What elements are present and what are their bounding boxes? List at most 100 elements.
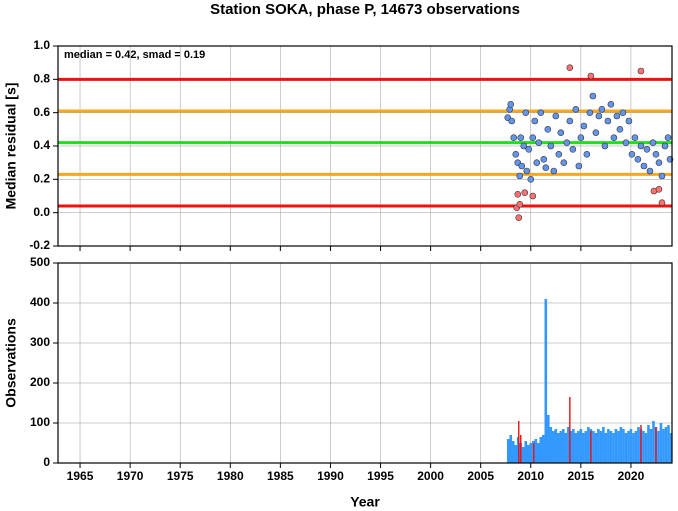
point <box>520 142 528 150</box>
bar <box>587 427 590 463</box>
point <box>583 151 591 158</box>
point <box>658 172 666 180</box>
y-tick-label: 0.0 <box>33 205 50 219</box>
x-tick-label: 2015 <box>568 469 595 483</box>
point <box>655 159 663 166</box>
x-tick-label: 2020 <box>618 469 645 483</box>
point <box>616 126 624 133</box>
bar <box>640 425 642 463</box>
point <box>580 122 588 130</box>
point <box>589 92 597 100</box>
x-axis-label: Year <box>350 494 380 510</box>
bar <box>637 427 640 463</box>
point <box>529 192 537 200</box>
point <box>598 106 606 113</box>
point <box>613 112 621 120</box>
point <box>533 159 541 166</box>
y-tick-label: 0 <box>43 455 50 469</box>
bar <box>520 435 522 463</box>
point <box>634 156 642 163</box>
bar <box>526 445 530 463</box>
bar <box>534 439 538 463</box>
point <box>625 117 633 125</box>
bar <box>655 427 657 463</box>
point <box>595 112 603 120</box>
point <box>575 162 583 170</box>
x-tick-label: 1965 <box>67 469 94 483</box>
y-tick-label: 0.4 <box>33 138 50 152</box>
bar <box>554 429 558 463</box>
point <box>572 106 580 113</box>
bar <box>544 299 548 463</box>
x-tick-label: 1985 <box>267 469 294 483</box>
bar <box>572 429 575 463</box>
point <box>525 146 533 153</box>
point <box>658 199 666 206</box>
bar <box>614 429 618 463</box>
bar <box>529 443 533 463</box>
point <box>646 167 654 175</box>
bar <box>592 431 595 463</box>
bar <box>652 421 655 463</box>
point <box>522 109 530 116</box>
point <box>592 129 600 136</box>
bar <box>619 427 623 463</box>
bar <box>599 431 603 463</box>
bar <box>649 429 653 463</box>
point <box>637 67 645 75</box>
point <box>517 134 525 141</box>
y-axis-label: Observations <box>3 318 19 408</box>
bar <box>622 429 625 463</box>
y-tick-label: 200 <box>30 375 50 389</box>
bar <box>634 431 638 463</box>
point <box>619 109 627 116</box>
bar <box>533 443 535 463</box>
point <box>542 164 550 171</box>
bar <box>659 423 663 463</box>
bar <box>569 397 571 463</box>
x-tick-label: 1975 <box>167 469 194 483</box>
point <box>587 72 595 80</box>
bar <box>627 431 630 463</box>
bar <box>612 433 615 463</box>
x-tick-label: 1970 <box>117 469 144 483</box>
bar <box>602 427 605 463</box>
bar <box>564 433 568 463</box>
point <box>628 151 636 158</box>
point <box>540 156 548 163</box>
bar <box>518 421 520 463</box>
y-tick-label: 1.0 <box>33 38 50 52</box>
point <box>652 151 660 158</box>
bar <box>509 435 513 463</box>
bar <box>632 433 635 463</box>
point <box>643 146 651 153</box>
bar <box>541 435 545 463</box>
point <box>610 134 618 141</box>
point <box>537 109 545 116</box>
bar <box>594 433 598 463</box>
point <box>637 142 645 150</box>
y-axis-label: Median residual [s] <box>3 83 19 210</box>
x-tick-label: 2010 <box>517 469 544 483</box>
plot-frame <box>57 262 673 464</box>
y-tick-label: 400 <box>30 295 50 309</box>
bar <box>657 431 660 463</box>
bar <box>662 429 665 463</box>
x-tick-label: 1980 <box>217 469 244 483</box>
point <box>640 162 648 170</box>
point <box>544 126 552 133</box>
point <box>552 112 560 120</box>
point <box>631 134 639 141</box>
point <box>586 109 594 116</box>
point <box>661 142 669 150</box>
bar <box>642 431 645 463</box>
point <box>515 214 523 221</box>
bar <box>624 433 628 463</box>
point <box>508 117 516 125</box>
bar <box>607 429 610 463</box>
point <box>523 167 531 175</box>
point <box>555 151 563 158</box>
bar <box>549 427 553 463</box>
point <box>516 172 524 180</box>
bar <box>590 431 592 463</box>
